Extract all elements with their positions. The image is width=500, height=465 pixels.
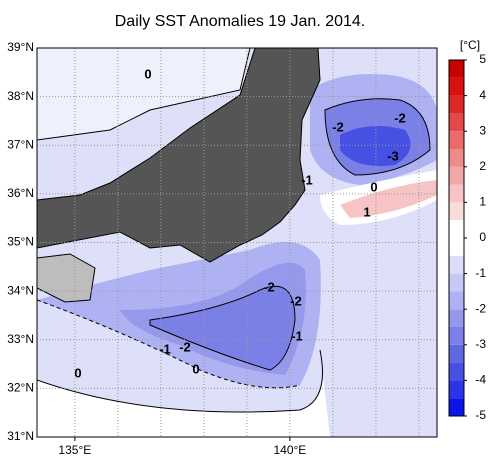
colorbar-swatch [449, 95, 464, 114]
colorbar-swatch [449, 344, 464, 363]
colorbar-swatch [449, 60, 464, 78]
colorbar-label: 2 [479, 159, 486, 173]
colorbar-swatch [449, 327, 464, 345]
colorbar-swatch [449, 113, 464, 132]
colorbar-label: 4 [479, 88, 486, 102]
map-frame [36, 47, 438, 438]
contour-label: 0 [144, 66, 151, 81]
colorbar-swatch [449, 291, 464, 310]
lat-label: 39°N [7, 40, 34, 54]
anomaly-area [150, 286, 295, 370]
contour-label: -1 [301, 172, 313, 187]
colorbar-label: -5 [475, 408, 486, 422]
colorbar-label: -3 [475, 337, 486, 351]
contour-label: -2 [332, 119, 344, 134]
contour-label: -2 [179, 339, 191, 354]
contour-label: 1 [363, 204, 370, 219]
lat-label: 34°N [7, 283, 34, 297]
lat-label: 35°N [7, 235, 34, 249]
colorbar-label: 0 [479, 230, 486, 244]
contour-label: -2 [263, 279, 275, 294]
lon-label: 140°E [273, 443, 306, 457]
land [37, 48, 321, 263]
colorbar-swatch [449, 184, 464, 203]
land [37, 253, 96, 303]
colorbar-swatch [449, 309, 464, 327]
contour [37, 299, 301, 389]
lat-label: 33°N [7, 332, 34, 346]
colorbar-swatch [449, 131, 464, 149]
lat-label: 36°N [7, 186, 34, 200]
anomaly-area [340, 126, 411, 166]
colorbar-swatch [449, 77, 464, 96]
contour [37, 48, 251, 141]
lat-label: 37°N [7, 137, 34, 151]
anomaly-area [37, 350, 330, 437]
lat-label: 32°N [7, 381, 34, 395]
contour-label: -1 [291, 328, 303, 343]
colorbar-swatch [449, 220, 464, 238]
contour-label: -1 [159, 341, 171, 356]
colorbar-swatch [449, 398, 464, 416]
contour-label: -2 [394, 110, 406, 125]
contour-label: 0 [370, 179, 377, 194]
colorbar-swatch [449, 273, 464, 292]
colorbar-unit: [°C] [460, 38, 480, 52]
colorbar-swatch [449, 149, 464, 167]
colorbar-swatch [449, 380, 464, 399]
anomaly-area [37, 48, 250, 140]
title: Daily SST Anomalies 19 Jan. 2014. [115, 13, 366, 30]
colorbar-label: 5 [479, 52, 486, 66]
colorbar-label: 1 [479, 195, 486, 209]
contour-label: -3 [387, 148, 399, 163]
colorbar-swatch [449, 166, 464, 185]
lat-label: 38°N [7, 89, 34, 103]
contour [149, 285, 296, 371]
contour-label: -2 [290, 293, 302, 308]
contour [324, 98, 431, 176]
contour-label: 0 [192, 361, 199, 376]
colorbar-swatch [449, 255, 464, 274]
colorbar-label: -4 [475, 373, 486, 387]
anomaly-area [340, 180, 437, 218]
lat-label: 31°N [7, 429, 34, 443]
colorbar-label: 3 [479, 123, 486, 137]
contour-label: 0 [74, 365, 81, 380]
map-area [37, 48, 437, 437]
contour [37, 349, 323, 413]
colorbar-label: -1 [475, 266, 486, 280]
colorbar-swatch [449, 362, 464, 381]
lon-label: 135°E [58, 443, 91, 457]
colorbar-swatch [449, 202, 464, 221]
colorbar-label: -2 [475, 301, 486, 315]
grid [37, 47, 437, 438]
colorbar-swatch [449, 238, 464, 256]
